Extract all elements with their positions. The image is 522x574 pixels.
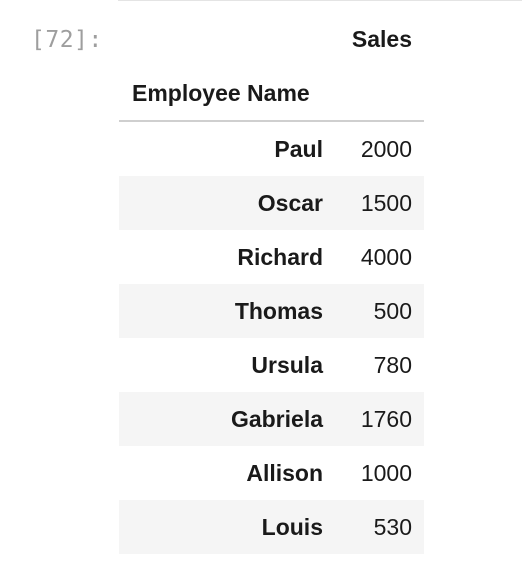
table-row: Richard 4000 — [119, 230, 424, 284]
index-name-label: Employee Name — [132, 80, 310, 106]
sales-value: 1000 — [360, 459, 412, 486]
table-row: Thomas 500 — [119, 284, 424, 338]
row-index-label: Richard — [237, 243, 323, 270]
sales-value: 1500 — [360, 189, 412, 216]
execution-count-prompt: [72]: — [31, 27, 103, 53]
sales-value: 500 — [373, 297, 412, 324]
table-row: Allison 1000 — [119, 446, 424, 500]
row-index-label: Allison — [246, 459, 323, 486]
sales-value: 4000 — [360, 243, 412, 270]
sales-value: 530 — [373, 513, 412, 540]
row-index-label: Ursula — [251, 351, 323, 378]
sales-value: 2000 — [360, 135, 412, 162]
row-index-label: Gabriela — [230, 405, 323, 432]
column-header-row: Sales — [119, 12, 424, 66]
row-index-label: Paul — [274, 135, 323, 162]
row-index-label: Louis — [261, 513, 323, 540]
table-row: Oscar 1500 — [119, 176, 424, 230]
cell-top-divider — [118, 0, 522, 1]
column-header-sales: Sales — [351, 26, 412, 52]
table-row: Gabriela 1760 — [119, 392, 424, 446]
row-index-label: Oscar — [257, 189, 323, 216]
table-row: Louis 530 — [119, 500, 424, 554]
table-row: Paul 2000 — [119, 122, 424, 176]
dataframe-table: Sales Employee Name Paul 2000 Oscar 1500… — [119, 12, 424, 554]
sales-value: 1760 — [360, 405, 412, 432]
row-index-label: Thomas — [234, 297, 323, 324]
index-header-row: Employee Name — [119, 66, 424, 122]
table-row: Ursula 780 — [119, 338, 424, 392]
sales-value: 780 — [373, 351, 412, 378]
